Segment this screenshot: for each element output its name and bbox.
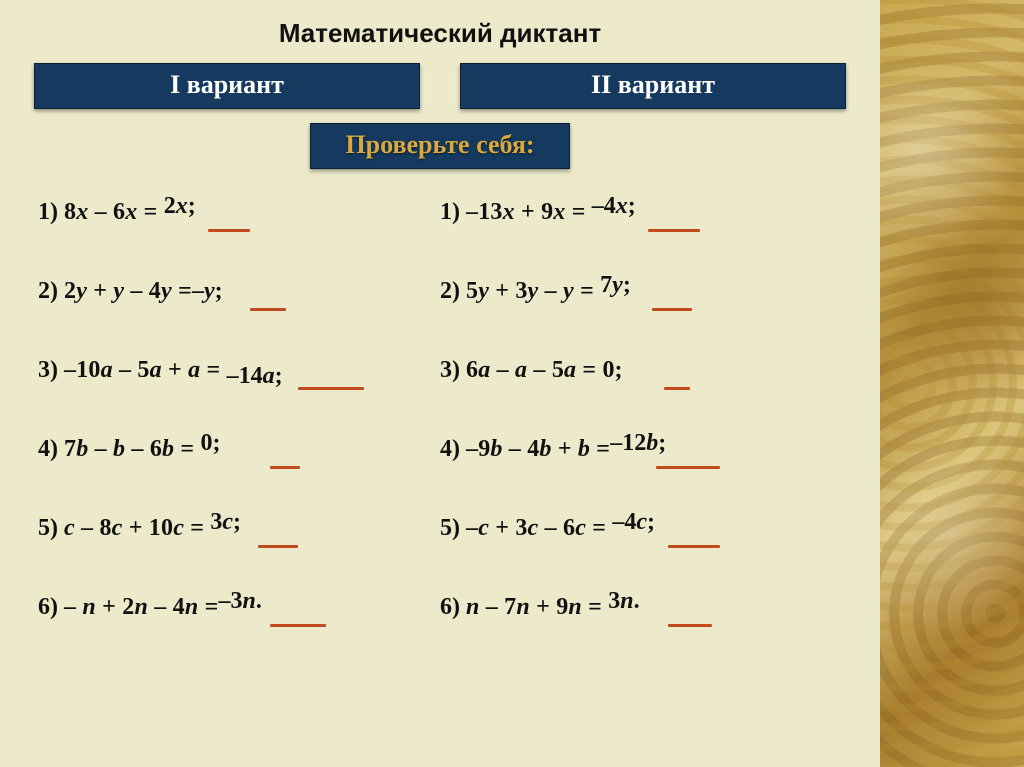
problem-row: 5) –c + 3c – 6c = –4c; — [440, 515, 842, 542]
problem-number: 3) — [440, 357, 466, 383]
answer-underline — [668, 624, 712, 627]
problem-number: 6) — [38, 594, 64, 620]
problem-expression: n – 7n + 9n = — [466, 594, 608, 620]
answer-underline — [270, 466, 300, 469]
answer-wrap: 2x; — [164, 193, 196, 220]
problem-expression: 5y + 3y – y = — [466, 278, 600, 304]
variant-2-header: II вариант — [460, 63, 846, 109]
problem-expression: 7b – b – 6b = — [64, 436, 201, 462]
problem-number: 1) — [440, 199, 466, 225]
problem-row: 3) 6a – a – 5a = 0; — [440, 357, 842, 384]
problem-answer: –3n. — [218, 588, 261, 614]
variant-row: I вариант II вариант — [0, 63, 880, 109]
problem-row: 6) – n + 2n – 4n =–3n. — [38, 594, 440, 621]
problem-number: 5) — [38, 515, 64, 541]
answer-wrap: 0; — [201, 430, 221, 457]
problem-number: 4) — [440, 436, 466, 462]
answer-wrap: –14a; — [227, 363, 283, 390]
problem-number: 5) — [440, 515, 466, 541]
page-title: Математический диктант — [0, 18, 880, 49]
answer-underline — [270, 624, 326, 627]
problem-number: 3) — [38, 357, 64, 383]
problem-answer: –4c; — [612, 509, 655, 535]
answer-underline — [648, 229, 700, 232]
problem-row: 3) –10a – 5a + a = –14a; — [38, 357, 440, 384]
column-variant-2: 1) –13x + 9x = –4x; 2) 5y + 3y – y = 7y; 3… — [440, 199, 842, 673]
problem-number: 4) — [38, 436, 64, 462]
problem-answer: 3n. — [608, 588, 639, 614]
problem-row: 4) –9b – 4b + b =–12b; — [440, 436, 842, 463]
answer-wrap: –3n. — [218, 588, 261, 615]
problem-row: 1) 8x – 6x = 2x; — [38, 199, 440, 226]
answer-underline — [664, 387, 690, 390]
check-row: Проверьте себя: — [0, 123, 880, 169]
problem-answer: 7y; — [600, 272, 631, 298]
problem-expression: 6a – a – 5a = — [466, 357, 603, 383]
problem-expression: –9b – 4b + b = — [466, 436, 610, 462]
problem-answer: 0; — [603, 357, 623, 383]
problem-answer: –4x; — [592, 193, 636, 219]
answer-underline — [652, 308, 692, 311]
problem-row: 2) 2y + y – 4y =–y; — [38, 278, 440, 305]
problem-row: 6) n – 7n + 9n = 3n. — [440, 594, 842, 621]
answer-wrap: 7y; — [600, 272, 631, 299]
problem-answer: –y; — [192, 278, 223, 304]
answer-wrap: –4c; — [612, 509, 655, 536]
answer-underline — [258, 545, 298, 548]
answer-wrap: 3c; — [210, 509, 241, 536]
problem-row: 4) 7b – b – 6b = 0; — [38, 436, 440, 463]
problem-number: 2) — [38, 278, 64, 304]
problem-answer: 3c; — [210, 509, 241, 535]
check-yourself-header: Проверьте себя: — [310, 123, 569, 169]
answer-wrap: –y; — [192, 278, 223, 305]
problem-number: 2) — [440, 278, 466, 304]
answer-wrap: –12b; — [610, 430, 666, 457]
decorative-side-panel — [880, 0, 1024, 767]
variant-1-header: I вариант — [34, 63, 420, 109]
problem-expression: –10a – 5a + a = — [64, 357, 227, 383]
problem-expression: 2y + y – 4y = — [64, 278, 192, 304]
problem-number: 1) — [38, 199, 64, 225]
column-variant-1: 1) 8x – 6x = 2x; 2) 2y + y – 4y =–y; 3) –1… — [38, 199, 440, 673]
problem-row: 1) –13x + 9x = –4x; — [440, 199, 842, 226]
answer-underline — [208, 229, 250, 232]
problem-expression: c – 8c + 10c = — [64, 515, 210, 541]
problem-answer: 0; — [201, 430, 221, 456]
answer-underline — [250, 308, 286, 311]
answer-underline — [668, 545, 720, 548]
problem-answer: –14a; — [227, 363, 283, 389]
answer-wrap: 0; — [603, 357, 623, 384]
slide-content: Математический диктант I вариант II вари… — [0, 0, 880, 767]
problem-expression: –c + 3c – 6c = — [466, 515, 612, 541]
answer-underline — [298, 387, 364, 390]
answer-wrap: –4x; — [592, 193, 636, 220]
problem-answer: –12b; — [610, 430, 666, 456]
problem-expression: 8x – 6x = — [64, 199, 164, 225]
problem-answer: 2x; — [164, 193, 196, 219]
answer-underline — [656, 466, 720, 469]
problems-columns: 1) 8x – 6x = 2x; 2) 2y + y – 4y =–y; 3) –1… — [0, 199, 880, 673]
problem-expression: – n + 2n – 4n = — [64, 594, 218, 620]
problem-row: 2) 5y + 3y – y = 7y; — [440, 278, 842, 305]
problem-expression: –13x + 9x = — [466, 199, 592, 225]
answer-wrap: 3n. — [608, 588, 639, 615]
problem-row: 5) c – 8c + 10c = 3c; — [38, 515, 440, 542]
problem-number: 6) — [440, 594, 466, 620]
